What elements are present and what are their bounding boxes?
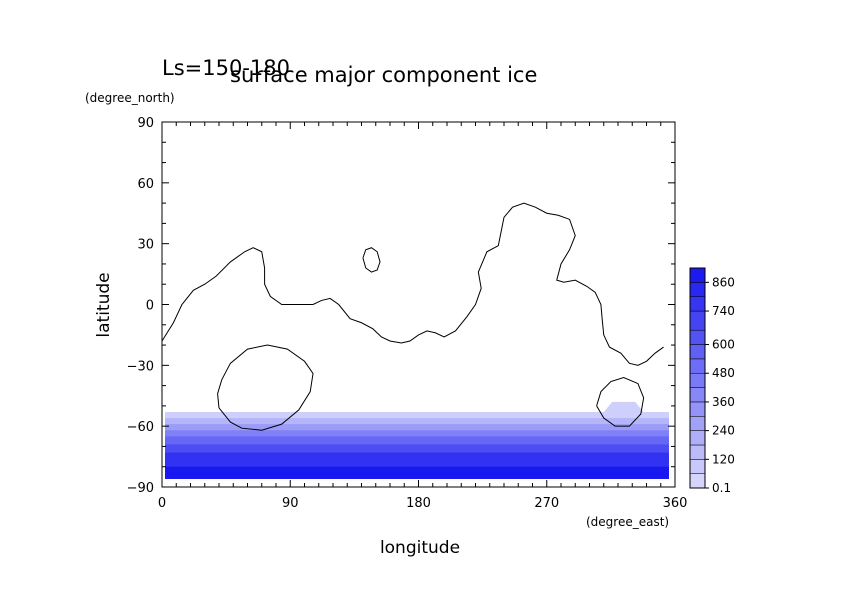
colorbar-label: 860	[712, 275, 735, 289]
colorbar-label: 120	[712, 452, 735, 466]
y-tick-label: 90	[137, 116, 154, 131]
x-axis-unit: (degree_east)	[586, 515, 669, 529]
x-tick-label: 180	[406, 496, 431, 511]
contour-layer	[161, 202, 664, 431]
colorbar-frame	[689, 267, 706, 489]
colorbar-swatch	[689, 416, 706, 431]
colorbar-swatch	[689, 329, 706, 345]
y-tick-label: −90	[127, 481, 154, 496]
x-tick-label: 0	[158, 496, 166, 511]
x-tick-label: 270	[534, 496, 559, 511]
contour-continent	[161, 202, 664, 366]
colorbar-labels: 0.1 120 240 360 480 600 740 860	[712, 275, 735, 495]
colorbar-swatch	[689, 358, 706, 374]
contour-basin-west	[217, 344, 314, 431]
y-tick-label: 60	[137, 177, 154, 192]
y-tick-label: 0	[146, 299, 154, 314]
y-tick-label: 30	[137, 238, 154, 253]
colorbar-swatch	[689, 372, 706, 388]
contour-island	[362, 247, 381, 273]
ice-cap-patch	[603, 401, 644, 412]
colorbar-swatch	[689, 344, 706, 360]
ice-fill-layer	[165, 401, 669, 479]
y-tick-label: −30	[127, 359, 154, 374]
colorbar-label: 360	[712, 395, 735, 409]
y-tick-label: −60	[127, 420, 154, 435]
colorbar-swatch	[689, 444, 706, 460]
colorbar-swatch	[689, 473, 706, 489]
y-axis-unit: (degree_north)	[85, 91, 175, 105]
plot-area: 0 90 180 270 360 90 60 30 0 −30 −60 −90	[127, 116, 688, 511]
x-tick-label: 90	[282, 496, 299, 511]
colorbar-swatch	[689, 282, 706, 297]
ice-band-7	[165, 466, 669, 479]
colorbar-swatch	[689, 387, 706, 403]
colorbar-label: 480	[712, 366, 735, 380]
x-axis-title: longitude	[380, 538, 460, 558]
colorbar-swatches	[689, 267, 706, 489]
colorbar-label: 740	[712, 304, 735, 318]
y-tick-labels: 90 60 30 0 −30 −60 −90	[127, 116, 154, 496]
colorbar-label: 240	[712, 424, 735, 438]
season-label: Ls=150-180	[162, 56, 290, 80]
colorbar: 0.1 120 240 360 480 600 740 860	[689, 267, 735, 495]
colorbar-swatch	[689, 401, 706, 417]
colorbar-ticks	[705, 281, 709, 489]
contour-basin-east	[596, 376, 645, 427]
colorbar-swatch	[689, 267, 706, 283]
colorbar-label: 0.1	[712, 481, 731, 495]
colorbar-swatch	[689, 310, 706, 331]
x-tick-label: 360	[663, 496, 688, 511]
colorbar-swatch	[689, 296, 706, 312]
colorbar-swatch	[689, 459, 706, 474]
colorbar-label: 600	[712, 338, 735, 352]
x-tick-labels: 0 90 180 270 360	[158, 496, 688, 511]
chart-title: surface major component ice	[230, 63, 537, 87]
y-axis-title: latitude	[94, 272, 114, 337]
tick-marks	[161, 121, 676, 488]
colorbar-swatch	[689, 430, 706, 446]
